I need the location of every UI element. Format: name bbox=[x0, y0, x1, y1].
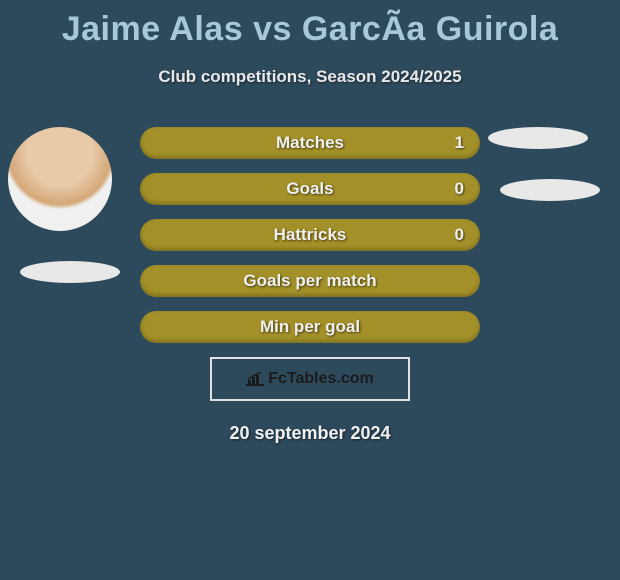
stat-bar-goals-per-match: Goals per match bbox=[140, 265, 480, 297]
player-right-pill-2 bbox=[500, 179, 600, 201]
subtitle: Club competitions, Season 2024/2025 bbox=[0, 67, 620, 87]
stat-label: Min per goal bbox=[140, 317, 480, 337]
brand-text: FcTables.com bbox=[268, 370, 374, 388]
chart-icon bbox=[246, 372, 264, 386]
stat-label: Goals bbox=[140, 179, 480, 199]
stat-label: Goals per match bbox=[140, 271, 480, 291]
brand-box: FcTables.com bbox=[210, 357, 410, 401]
stat-label: Hattricks bbox=[140, 225, 480, 245]
player-left-avatar bbox=[8, 127, 112, 231]
player-left-name-pill bbox=[20, 261, 120, 283]
stat-bar-hattricks: Hattricks 0 bbox=[140, 219, 480, 251]
stat-bars: Matches 1 Goals 0 Hattricks 0 Goals per … bbox=[140, 127, 480, 343]
stat-label: Matches bbox=[140, 133, 480, 153]
stat-value: 0 bbox=[455, 225, 464, 245]
stat-bar-goals: Goals 0 bbox=[140, 173, 480, 205]
stat-value: 0 bbox=[455, 179, 464, 199]
stat-bar-matches: Matches 1 bbox=[140, 127, 480, 159]
player-right-pill-1 bbox=[488, 127, 588, 149]
stat-value: 1 bbox=[455, 133, 464, 153]
brand-label: FcTables.com bbox=[246, 370, 374, 388]
stat-bar-min-per-goal: Min per goal bbox=[140, 311, 480, 343]
page-title: Jaime Alas vs GarcÃ­a Guirola bbox=[0, 0, 620, 49]
date-label: 20 september 2024 bbox=[0, 423, 620, 444]
comparison-area: Matches 1 Goals 0 Hattricks 0 Goals per … bbox=[0, 127, 620, 343]
